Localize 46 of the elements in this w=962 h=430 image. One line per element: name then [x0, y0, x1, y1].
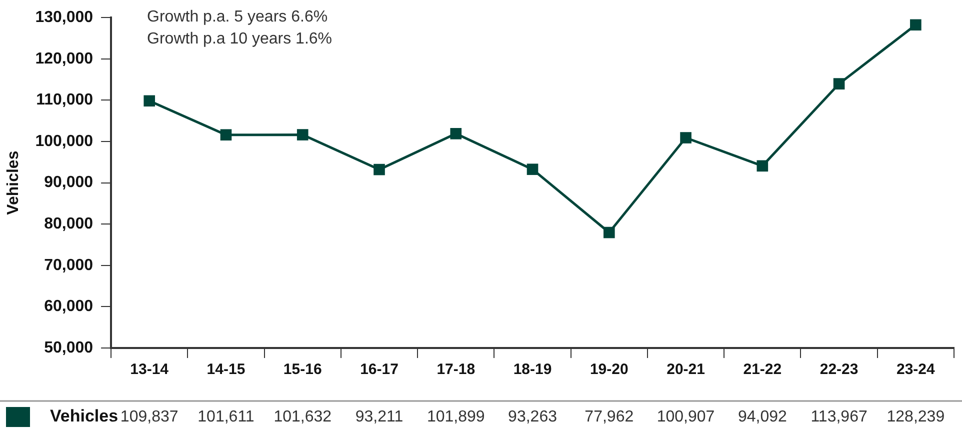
- x-tick-label: 22-23: [820, 361, 858, 378]
- x-tick-label: 15-16: [283, 361, 322, 378]
- x-tick-label: 14-15: [206, 361, 246, 378]
- data-label: 101,611: [198, 408, 254, 426]
- point: [296, 129, 308, 140]
- point: [450, 128, 462, 140]
- y-axis-title: Vehicles: [5, 150, 22, 215]
- annotation: Growth p.a. 5 years 6.6%: [147, 8, 328, 26]
- point: [374, 164, 385, 176]
- data-label: 113,967: [810, 408, 868, 426]
- annotation: Growth p.a 10 years 1.6%: [147, 30, 332, 48]
- data-label: 94,092: [738, 408, 787, 426]
- y-tick-label: 50,000: [44, 339, 94, 356]
- x-tick-label: 16-17: [360, 361, 398, 378]
- y-tick-label: 100,000: [35, 132, 94, 150]
- y-tick-label: 120,000: [35, 50, 94, 68]
- point: [603, 226, 615, 238]
- x-tick-label: 18-19: [513, 361, 552, 378]
- x-tick-label: 21-22: [743, 361, 782, 378]
- point: [220, 129, 232, 141]
- data-label: 93,263: [508, 408, 558, 426]
- data-label: 101,632: [274, 408, 332, 426]
- x-tick-label: 23-24: [896, 361, 936, 378]
- point: [833, 78, 845, 90]
- y-tick-label: 110,000: [36, 92, 94, 109]
- x-tick-label: 20-21: [666, 361, 705, 378]
- x-tick-label: 13-14: [130, 361, 170, 378]
- data-label: 93,211: [355, 408, 404, 426]
- point: [910, 19, 922, 31]
- point: [144, 95, 156, 107]
- legend-label: Vehicles: [50, 406, 118, 426]
- data-label: 101,899: [426, 408, 485, 426]
- data-label: 109,837: [120, 408, 178, 426]
- y-tick-label: 70,000: [44, 256, 94, 274]
- data-label: 128,239: [886, 408, 945, 426]
- data-label: 100,907: [656, 408, 715, 426]
- data-label: 77,962: [584, 408, 634, 426]
- point: [680, 132, 692, 144]
- y-tick-label: 80,000: [44, 216, 94, 233]
- y-tick-label: 90,000: [44, 174, 94, 192]
- point: [526, 164, 538, 175]
- y-tick-label: 130,000: [35, 9, 94, 26]
- x-tick-label: 17-18: [436, 361, 476, 378]
- point: [756, 160, 768, 172]
- x-tick-label: 19-20: [590, 361, 628, 378]
- y-tick-label: 60,000: [44, 298, 94, 316]
